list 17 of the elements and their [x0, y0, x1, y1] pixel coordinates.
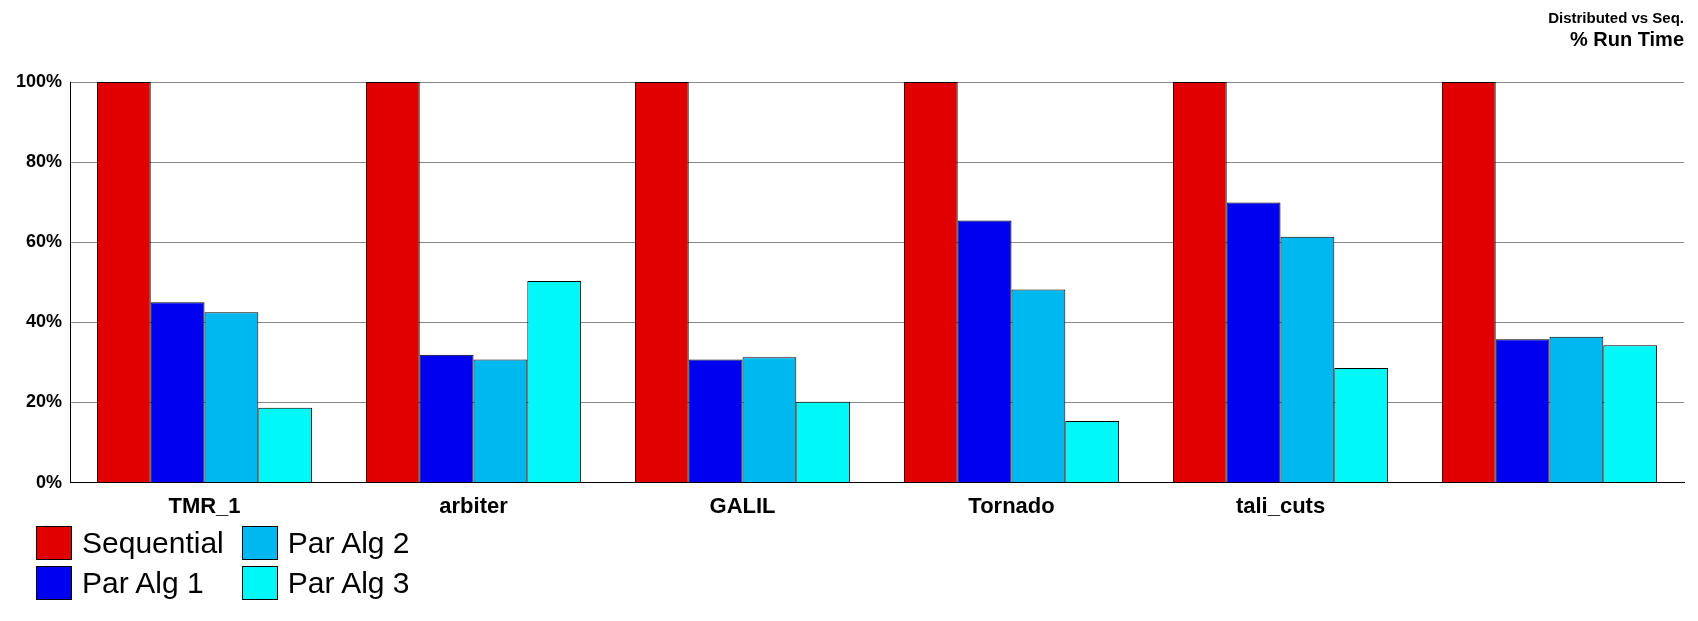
legend-label: Par Alg 1 [82, 566, 204, 600]
y-tick-label: 20% [26, 391, 63, 412]
chart-subtitle: % Run Time [1569, 27, 1684, 50]
y-tick-label: 80% [26, 151, 63, 172]
y-tick-label: 0% [36, 471, 63, 492]
x-tick-label: Tornado [968, 492, 1055, 518]
y-tick-label: 100% [15, 70, 63, 91]
x-tick-label: tali_cuts [1235, 492, 1326, 518]
chart-title: Distributed vs Seq. [1548, 9, 1684, 27]
legend-label: Par Alg 3 [287, 566, 410, 600]
x-tick-label: GALIL [709, 492, 776, 518]
legend-label: Sequential [82, 526, 224, 560]
y-tick-label: 60% [26, 231, 63, 252]
legend-label: Par Alg 2 [287, 526, 410, 560]
x-tick-label: arbiter [439, 492, 509, 518]
y-tick-label: 40% [26, 311, 63, 332]
x-tick-label: TMR_1 [168, 492, 241, 518]
